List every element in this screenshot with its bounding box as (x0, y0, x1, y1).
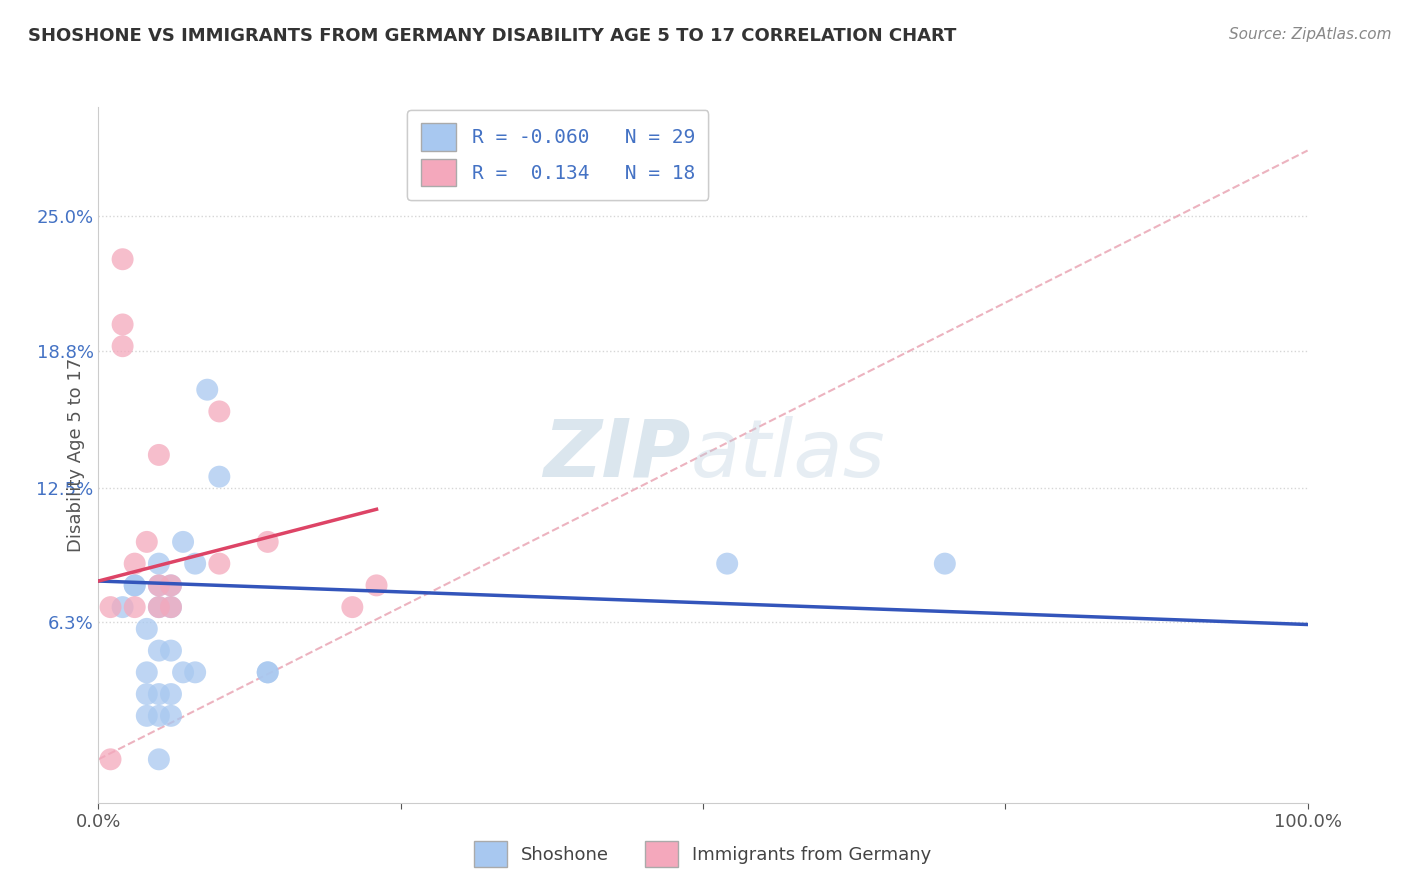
Point (124, 578, 146, 592)
Legend: R = -0.060   N = 29, R =  0.134   N = 18: R = -0.060 N = 29, R = 0.134 N = 18 (408, 110, 709, 200)
Point (148, 687, 170, 701)
Point (135, 665, 157, 680)
Text: SHOSHONE VS IMMIGRANTS FROM GERMANY DISABILITY AGE 5 TO 17 CORRELATION CHART: SHOSHONE VS IMMIGRANTS FROM GERMANY DISA… (28, 27, 956, 45)
Point (342, 600, 364, 615)
Point (148, 752, 170, 766)
Point (256, 665, 278, 680)
Point (100, 752, 122, 766)
Point (256, 534, 278, 549)
Point (184, 665, 207, 680)
Point (195, 383, 218, 397)
Point (208, 469, 231, 483)
Point (111, 600, 134, 615)
Point (172, 534, 194, 549)
Text: atlas: atlas (690, 416, 886, 494)
Point (160, 708, 183, 723)
Point (160, 687, 183, 701)
Point (148, 448, 170, 462)
Point (124, 557, 146, 571)
Text: ZIP: ZIP (544, 416, 690, 494)
Point (148, 600, 170, 615)
Point (184, 557, 207, 571)
Point (172, 665, 194, 680)
Point (111, 339, 134, 353)
Point (135, 622, 157, 636)
Point (148, 600, 170, 615)
Point (934, 557, 956, 571)
Point (148, 708, 170, 723)
Point (366, 578, 388, 592)
Point (100, 600, 122, 615)
Point (135, 708, 157, 723)
Point (256, 665, 278, 680)
Legend: Shoshone, Immigrants from Germany: Shoshone, Immigrants from Germany (467, 834, 939, 874)
Y-axis label: Disability Age 5 to 17: Disability Age 5 to 17 (66, 358, 84, 552)
Point (160, 643, 183, 657)
Point (208, 404, 231, 418)
Point (716, 557, 738, 571)
Point (148, 557, 170, 571)
Point (135, 534, 157, 549)
Point (208, 557, 231, 571)
Point (160, 578, 183, 592)
Point (135, 687, 157, 701)
Point (124, 600, 146, 615)
Point (160, 600, 183, 615)
Point (160, 578, 183, 592)
Point (160, 600, 183, 615)
Text: Source: ZipAtlas.com: Source: ZipAtlas.com (1229, 27, 1392, 42)
Point (148, 643, 170, 657)
Point (148, 578, 170, 592)
Point (111, 318, 134, 332)
Point (111, 252, 134, 267)
Point (124, 578, 146, 592)
Point (148, 578, 170, 592)
